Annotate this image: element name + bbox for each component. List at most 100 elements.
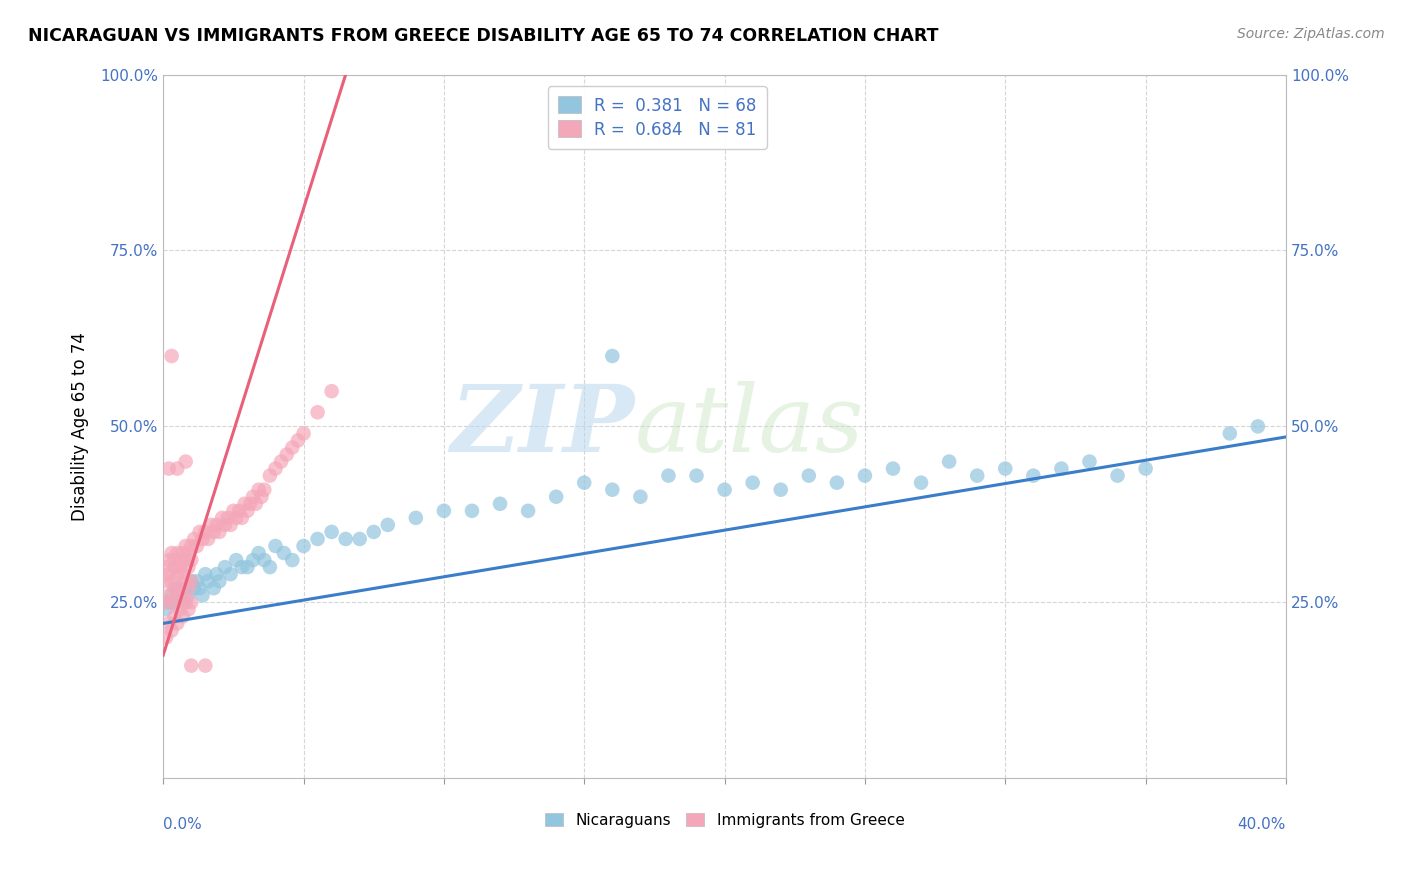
Point — [157, 553, 180, 567]
Point — [1078, 454, 1101, 468]
Point — [825, 475, 848, 490]
Point — [1022, 468, 1045, 483]
Point — [177, 602, 200, 616]
Point — [231, 560, 253, 574]
Point — [163, 560, 186, 574]
Text: 0.0%: 0.0% — [163, 817, 202, 832]
Point — [242, 553, 264, 567]
Point — [205, 517, 228, 532]
Point — [174, 581, 197, 595]
Text: atlas: atlas — [634, 382, 865, 471]
Point — [172, 595, 194, 609]
Point — [194, 567, 217, 582]
Point — [222, 504, 245, 518]
Point — [910, 475, 932, 490]
Point — [166, 588, 188, 602]
Point — [177, 581, 200, 595]
Point — [174, 574, 197, 589]
Point — [628, 490, 651, 504]
Point — [1219, 426, 1241, 441]
Point — [797, 468, 820, 483]
Point — [281, 553, 304, 567]
Point — [169, 581, 191, 595]
Point — [160, 595, 183, 609]
Point — [994, 461, 1017, 475]
Point — [160, 546, 183, 560]
Point — [253, 553, 276, 567]
Point — [273, 546, 295, 560]
Point — [188, 581, 211, 595]
Point — [166, 567, 188, 582]
Point — [307, 532, 329, 546]
Point — [1050, 461, 1073, 475]
Point — [236, 504, 259, 518]
Point — [169, 588, 191, 602]
Point — [225, 553, 247, 567]
Text: ZIP: ZIP — [450, 382, 634, 471]
Point — [882, 461, 904, 475]
Point — [180, 595, 202, 609]
Point — [853, 468, 876, 483]
Y-axis label: Disability Age 65 to 74: Disability Age 65 to 74 — [72, 332, 89, 521]
Point — [191, 532, 214, 546]
Point — [205, 567, 228, 582]
Point — [169, 553, 191, 567]
Point — [172, 588, 194, 602]
Point — [155, 560, 177, 574]
Point — [188, 524, 211, 539]
Point — [180, 574, 202, 589]
Point — [155, 574, 177, 589]
Point — [177, 588, 200, 602]
Point — [202, 581, 225, 595]
Point — [546, 490, 568, 504]
Point — [233, 497, 256, 511]
Point — [186, 539, 208, 553]
Point — [163, 581, 186, 595]
Point — [217, 511, 239, 525]
Point — [259, 468, 281, 483]
Point — [160, 574, 183, 589]
Point — [1107, 468, 1129, 483]
Point — [250, 490, 273, 504]
Point — [363, 524, 385, 539]
Point — [160, 349, 183, 363]
Point — [177, 560, 200, 574]
Point — [200, 517, 222, 532]
Point — [214, 560, 236, 574]
Point — [259, 560, 281, 574]
Point — [405, 511, 427, 525]
Point — [183, 532, 205, 546]
Point — [183, 581, 205, 595]
Point — [713, 483, 735, 497]
Point — [211, 511, 233, 525]
Point — [517, 504, 540, 518]
Point — [166, 461, 188, 475]
Point — [180, 574, 202, 589]
Point — [600, 483, 623, 497]
Point — [180, 553, 202, 567]
Point — [264, 461, 287, 475]
Point — [157, 567, 180, 582]
Point — [169, 602, 191, 616]
Point — [174, 539, 197, 553]
Point — [489, 497, 512, 511]
Legend: Nicaraguans, Immigrants from Greece: Nicaraguans, Immigrants from Greece — [538, 806, 911, 834]
Point — [1135, 461, 1157, 475]
Point — [769, 483, 792, 497]
Point — [174, 454, 197, 468]
Point — [172, 609, 194, 624]
Point — [155, 602, 177, 616]
Point — [245, 497, 267, 511]
Point — [174, 595, 197, 609]
Point — [197, 532, 219, 546]
Point — [157, 616, 180, 631]
Point — [166, 546, 188, 560]
Point — [219, 567, 242, 582]
Point — [574, 475, 596, 490]
Point — [242, 490, 264, 504]
Point — [157, 588, 180, 602]
Point — [966, 468, 988, 483]
Point — [1247, 419, 1270, 434]
Point — [172, 546, 194, 560]
Point — [157, 595, 180, 609]
